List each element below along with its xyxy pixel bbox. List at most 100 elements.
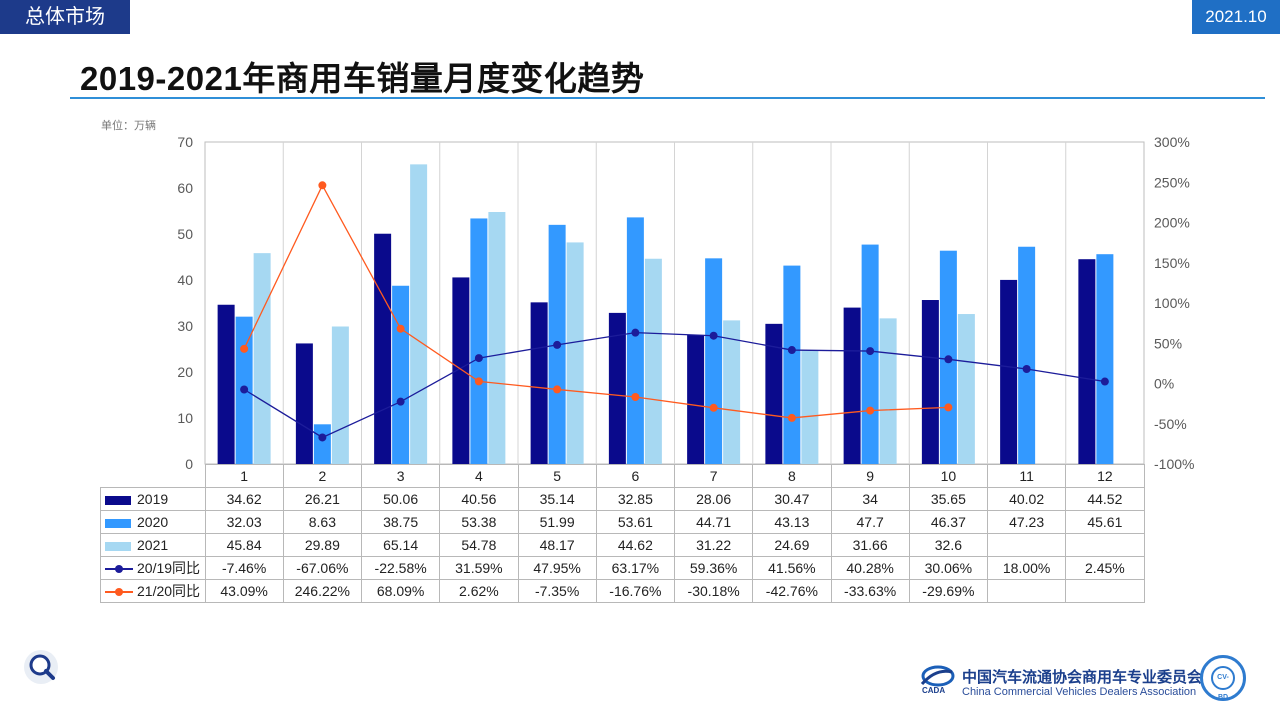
page-title: 2019-2021年商用车销量月度变化趋势: [80, 60, 645, 97]
bar-2021: [488, 212, 506, 464]
data-label: 43.09%: [204, 579, 284, 603]
data-label: [986, 533, 1067, 557]
bar-2021: [410, 164, 428, 464]
x-tick-label: 12: [1065, 464, 1145, 488]
y2-tick-label: 250%: [1154, 174, 1190, 190]
data-label: [986, 579, 1067, 603]
data-label: 18.00%: [986, 556, 1067, 580]
bar-2020: [470, 218, 488, 464]
y-tick-label: 60: [177, 180, 193, 196]
data-label: 45.61: [1065, 510, 1145, 534]
data-label: 45.84: [204, 533, 284, 557]
point-20/19同比: [1100, 377, 1109, 386]
y-tick-label: 50: [177, 226, 193, 242]
line-20/19同比: [243, 331, 1105, 439]
bar-2021: [331, 326, 349, 464]
x-tick-label: 1: [204, 464, 284, 488]
legend-label: 20/19同比: [137, 560, 201, 576]
y-tick-label: 10: [177, 410, 193, 426]
data-label: -7.35%: [517, 579, 597, 603]
bar-2019: [921, 300, 939, 464]
data-label: 50.06: [360, 487, 441, 511]
data-label: 28.06: [673, 487, 754, 511]
data-label: 2.45%: [1065, 556, 1145, 580]
y2-tick-label: 150%: [1154, 255, 1190, 271]
point-21/20同比: [318, 181, 327, 190]
point-20/19同比: [1022, 365, 1031, 374]
point-20/19同比: [474, 354, 483, 363]
bar-2020: [1096, 254, 1114, 464]
legend-label: 21/20同比: [137, 583, 201, 599]
legend-line-marker: [105, 587, 133, 597]
point-21/20同比: [709, 403, 718, 412]
point-21/20同比: [396, 324, 405, 333]
y-tick-label: 0: [185, 456, 193, 472]
data-label: 43.13: [752, 510, 832, 534]
data-label: 47.95%: [517, 556, 597, 580]
y2-tick-label: 300%: [1154, 134, 1190, 150]
point-21/20同比: [240, 344, 249, 353]
y2-tick-label: 50%: [1154, 335, 1182, 351]
bar-2021: [723, 320, 741, 464]
bar-2020: [626, 217, 644, 464]
data-label: 30.06%: [908, 556, 989, 580]
point-21/20同比: [474, 377, 483, 386]
data-label: 65.14: [360, 533, 441, 557]
data-label: [1065, 579, 1145, 603]
point-20/19同比: [553, 340, 562, 349]
table-row: 20/19同比 -7.46% -67.06% -22.58% 31.59% 47.95% 6…: [100, 556, 1145, 580]
data-label: 68.09%: [360, 579, 441, 603]
data-label: 51.99: [517, 510, 597, 534]
point-20/19同比: [709, 331, 718, 340]
table-corner: [101, 465, 206, 488]
bar-2019: [1078, 259, 1096, 464]
bar-2021: [879, 318, 897, 464]
cada-logo-icon: CADA: [920, 665, 955, 694]
y-tick-label: 70: [177, 134, 193, 150]
legend-swatch: [105, 541, 131, 551]
data-label: 30.47: [752, 487, 832, 511]
bar-2019: [217, 304, 235, 464]
point-21/20同比: [944, 403, 953, 412]
legend-label: 2019: [137, 491, 169, 507]
cv-bd-seal-icon: CV-BD: [1200, 655, 1246, 701]
data-label: -7.46%: [204, 556, 284, 580]
point-20/19同比: [631, 328, 640, 337]
title-divider: [70, 97, 1265, 99]
y-tick-label: 20: [177, 364, 193, 380]
legend-swatch: [105, 518, 131, 528]
point-20/19同比: [318, 433, 327, 442]
data-label: 32.85: [595, 487, 676, 511]
legend-entry: 2020: [100, 510, 206, 534]
y2-tick-label: 200%: [1154, 215, 1190, 231]
table-row: 2021 45.84 29.89 65.14 54.78 48.17 44.62 31.22 2…: [100, 533, 1145, 557]
data-label: 26.21: [282, 487, 363, 511]
bar-2019: [765, 323, 783, 464]
data-label: 53.38: [439, 510, 519, 534]
cada-logo-text: CADA: [922, 686, 945, 694]
bar-2021: [801, 350, 819, 464]
x-tick-label: 11: [986, 464, 1067, 488]
data-label: 40.56: [439, 487, 519, 511]
line-21/20同比: [243, 183, 949, 419]
data-label: 35.14: [517, 487, 597, 511]
bar-2019: [687, 334, 705, 464]
bar-2020: [705, 258, 723, 464]
y2-tick-label: 100%: [1154, 295, 1190, 311]
data-label: -67.06%: [282, 556, 363, 580]
y2-tick-label: 0%: [1154, 376, 1174, 392]
data-label: -30.18%: [673, 579, 754, 603]
org-name-cn: 中国汽车流通协会商用车专业委员会: [962, 669, 1203, 686]
table-row: 2020 32.03 8.63 38.75 53.38 51.99 53.61 44.71 43…: [100, 510, 1145, 534]
data-label: -16.76%: [595, 579, 676, 603]
data-label: 44.62: [595, 533, 676, 557]
y-tick-label: 30: [177, 318, 193, 334]
data-label: 246.22%: [282, 579, 363, 603]
point-20/19同比: [787, 346, 796, 355]
data-label: 35.65: [908, 487, 989, 511]
data-label: 47.23: [986, 510, 1067, 534]
data-label: 8.63: [282, 510, 363, 534]
x-tick-label: 9: [830, 464, 910, 488]
legend-entry: 2019: [100, 487, 206, 511]
